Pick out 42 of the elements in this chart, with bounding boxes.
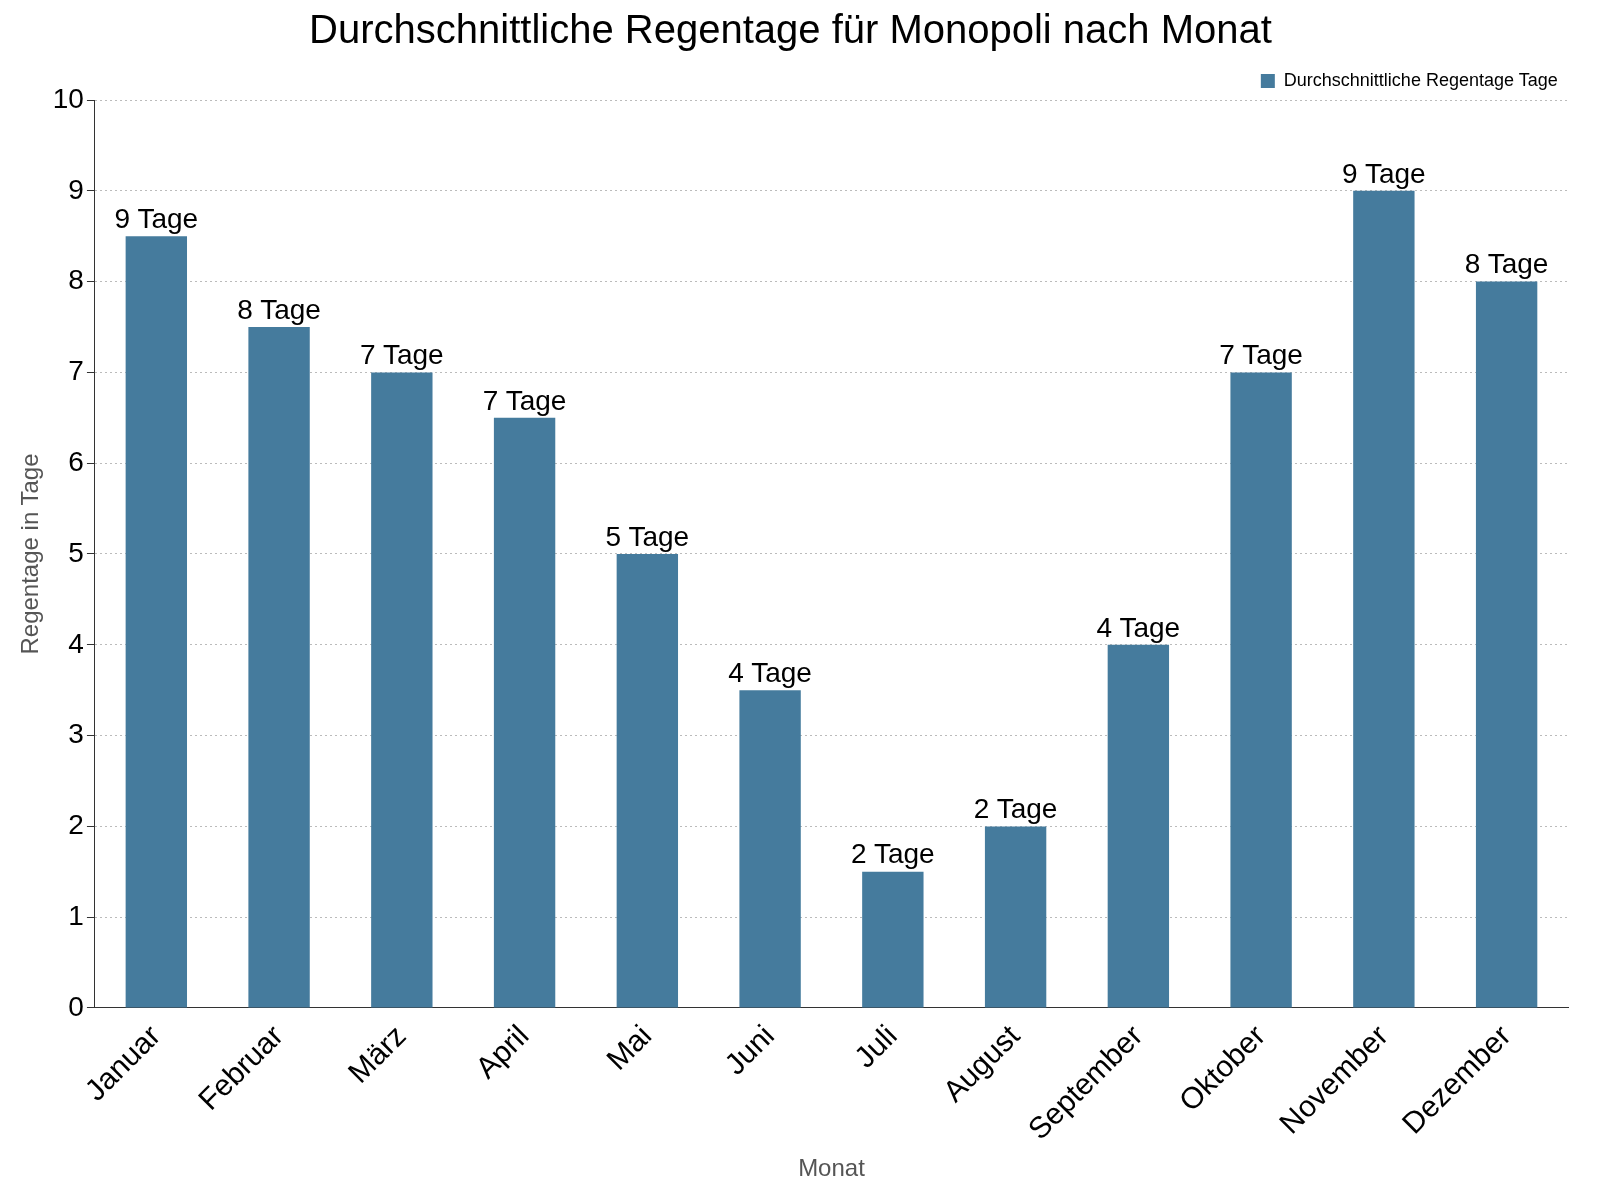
bar: [616, 553, 679, 1008]
y-tick-label: 10: [52, 82, 84, 114]
legend-label: Durchschnittliche Regentage Tage: [1283, 69, 1558, 90]
bar: [125, 236, 188, 1008]
bar: [493, 417, 556, 1008]
chart-title: Durchschnittliche Regentage für Monopoli nach Monat: [309, 7, 1272, 52]
bar: [1230, 372, 1292, 1008]
x-axis-title: Monat: [798, 1154, 866, 1182]
data-label: 5 Tage: [605, 520, 690, 552]
data-label: 7 Tage: [482, 384, 567, 416]
y-tick-label: 0: [68, 990, 84, 1022]
y-tick-label: 9: [68, 173, 84, 205]
bar: [248, 326, 310, 1008]
data-label: 2 Tage: [851, 838, 935, 870]
y-tick-label: 2: [68, 809, 84, 841]
data-label: 7 Tage: [1219, 339, 1303, 371]
y-tick-label: 1: [68, 899, 84, 931]
data-label: 4 Tage: [1096, 611, 1181, 643]
y-tick-label: 3: [68, 718, 84, 750]
data-label: 2 Tage: [973, 793, 1058, 825]
bar: [1475, 281, 1538, 1008]
y-tick-label: 5: [68, 536, 84, 568]
y-axis-title: Regentage in Tage: [16, 453, 44, 655]
y-tick-label: 6: [68, 445, 84, 477]
bar: [1107, 644, 1170, 1008]
data-label: 9 Tage: [1342, 157, 1426, 189]
bar: [739, 690, 801, 1008]
data-label: 4 Tage: [728, 656, 812, 688]
x-tick-label: Mai: [599, 1018, 658, 1076]
y-tick-label: 8: [68, 264, 84, 296]
y-tick-label: 4: [68, 627, 84, 659]
bar: [862, 871, 924, 1008]
bar: [984, 826, 1047, 1008]
bar: [371, 372, 433, 1008]
data-label: 7 Tage: [360, 339, 444, 371]
bar: [1353, 190, 1415, 1008]
data-label: 8 Tage: [237, 293, 321, 325]
data-label: 9 Tage: [114, 202, 199, 234]
data-label: 8 Tage: [1464, 248, 1549, 280]
x-tick-label: Juni: [717, 1018, 781, 1081]
y-tick-label: 7: [68, 355, 84, 387]
x-tick-label: Juli: [847, 1018, 903, 1074]
